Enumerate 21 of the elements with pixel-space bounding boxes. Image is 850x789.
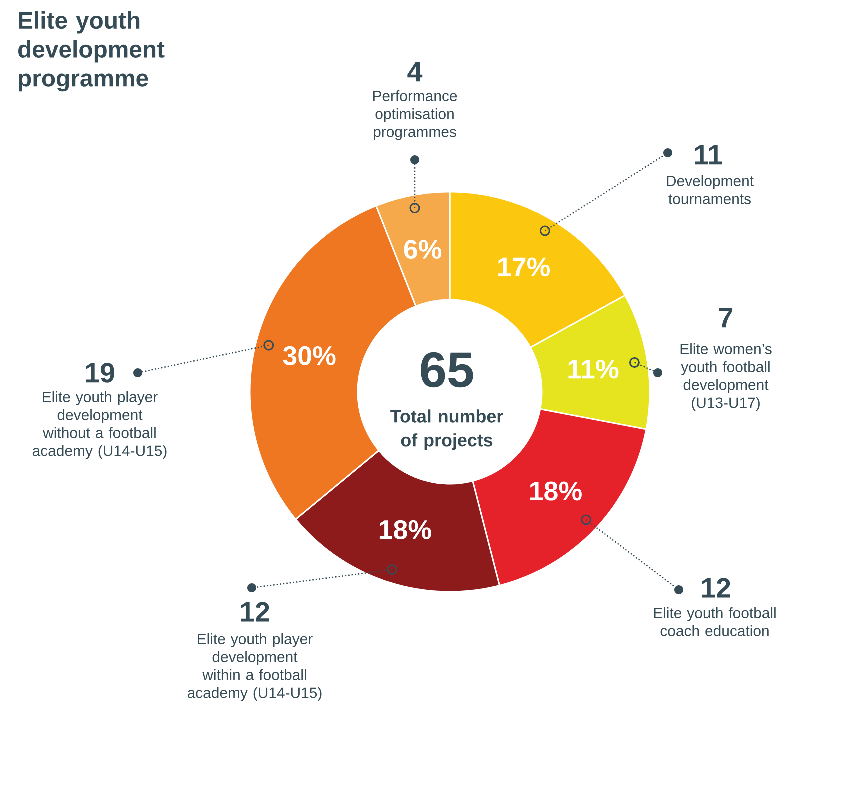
data-label: 6% [404, 240, 442, 260]
slice-label: Elite youth player development without a football academy (U14-U15) [32, 392, 167, 460]
text: Total number of projects [390, 410, 504, 450]
text: 65 [421, 352, 474, 388]
chart-title: Elite youth development programme [18, 12, 165, 92]
data-label: 17% [498, 258, 550, 277]
data-label: 30% [283, 346, 336, 366]
text: 4 [408, 62, 423, 82]
text: 12 [241, 602, 270, 622]
data-label: 11% [568, 360, 619, 379]
text: 11 [695, 145, 722, 165]
data-label: 18% [380, 520, 432, 540]
text: 7 [719, 308, 733, 328]
slice-label: Elite youth football coach education [654, 608, 776, 636]
slice-label: Elite youth player development within a football academy (U14-U15) [188, 634, 322, 702]
text: 19 [86, 363, 114, 383]
slice-label: Elite women’s youth football development (U13-U17) [680, 344, 772, 412]
data-label: 18% [530, 482, 582, 501]
slice-label: Performance optimisation programmes [373, 90, 458, 140]
slice-label: Development tournaments [667, 176, 754, 204]
text: 12 [702, 578, 730, 598]
